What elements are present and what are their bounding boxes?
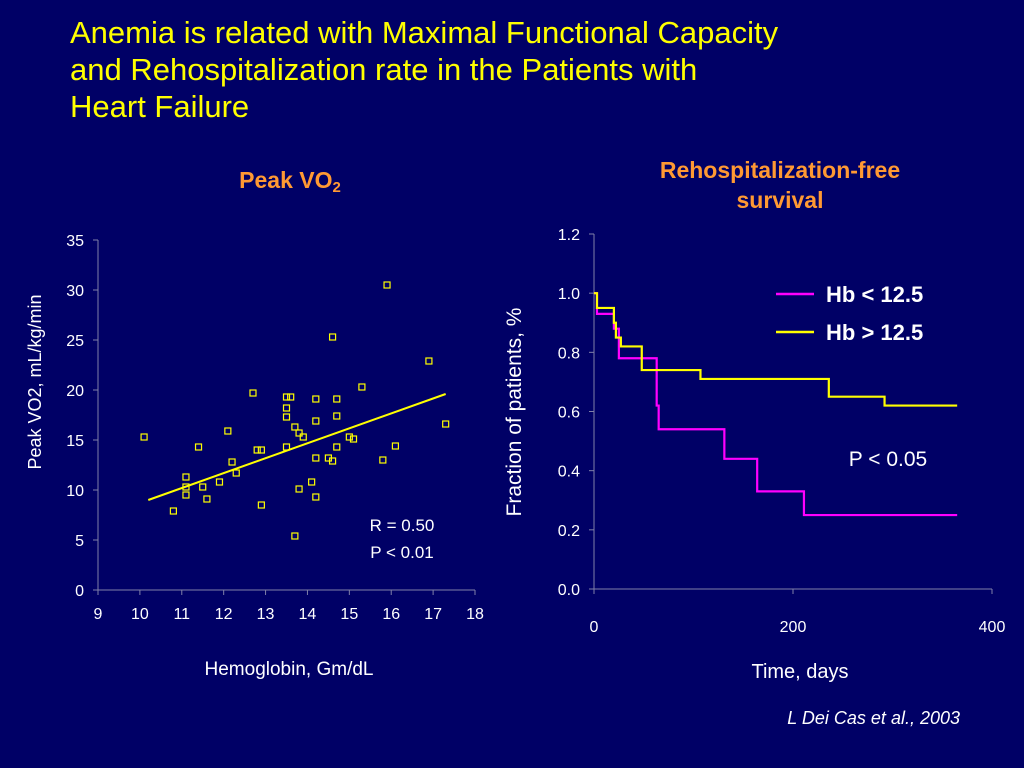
scatter-point bbox=[291, 423, 299, 431]
scatter-point bbox=[358, 383, 366, 391]
scatter-y-tick-label: 0 bbox=[75, 583, 84, 600]
scatter-point bbox=[312, 417, 320, 425]
scatter-point bbox=[295, 429, 303, 437]
scatter-point bbox=[140, 433, 148, 441]
survival-title-line: survival bbox=[736, 187, 824, 213]
slide-title-line: and Rehospitalization rate in the Patien… bbox=[70, 52, 698, 87]
scatter-x-tick-label: 9 bbox=[94, 606, 103, 623]
scatter-point bbox=[253, 446, 261, 454]
scatter-y-tick-label: 25 bbox=[66, 333, 84, 350]
scatter-x-tick-label: 14 bbox=[299, 606, 317, 623]
scatter-x-tick-label: 16 bbox=[382, 606, 400, 623]
scatter-point bbox=[328, 457, 337, 465]
regression-line bbox=[147, 393, 447, 501]
scatter-point bbox=[312, 493, 320, 501]
scatter-point bbox=[215, 478, 224, 486]
scatter-point bbox=[282, 404, 291, 412]
survival-line-high-hb bbox=[594, 292, 958, 407]
survival-line-low-hb bbox=[594, 292, 958, 517]
scatter-title-main: Peak VO bbox=[239, 167, 333, 193]
scatter-point bbox=[257, 446, 265, 454]
scatter-point bbox=[349, 435, 358, 443]
scatter-point bbox=[199, 483, 207, 491]
scatter-point bbox=[295, 485, 303, 493]
legend-label: Hb > 12.5 bbox=[826, 320, 923, 345]
scatter-point bbox=[333, 412, 341, 420]
scatter-y-tick-label: 20 bbox=[66, 383, 84, 400]
scatter-point bbox=[308, 478, 316, 486]
survival-y-tick-label: 0.6 bbox=[558, 405, 580, 422]
scatter-x-tick-label: 12 bbox=[215, 606, 233, 623]
scatter-point bbox=[169, 507, 177, 515]
survival-title: Rehospitalization-free survival bbox=[620, 155, 940, 215]
survival-x-axis-label: Time, days bbox=[751, 661, 848, 683]
scatter-title: Peak VO2 bbox=[190, 165, 390, 203]
scatter-y-tick-label: 35 bbox=[66, 233, 84, 250]
scatter-y-tick-label: 30 bbox=[66, 283, 84, 300]
citation: L Dei Cas et al., 2003 bbox=[787, 708, 960, 728]
survival-annotation-p: P < 0.05 bbox=[849, 448, 927, 471]
scatter-x-tick-label: 17 bbox=[424, 606, 442, 623]
scatter-point bbox=[249, 389, 257, 397]
survival-y-tick-label: 0.0 bbox=[558, 582, 580, 599]
scatter-x-tick-label: 13 bbox=[257, 606, 275, 623]
scatter-point bbox=[182, 473, 190, 481]
scatter-point bbox=[383, 281, 391, 289]
survival-y-tick-label: 0.8 bbox=[558, 345, 580, 362]
slide-title-line: Heart Failure bbox=[70, 89, 250, 124]
scatter-x-tick-label: 10 bbox=[131, 606, 149, 623]
scatter-point bbox=[282, 393, 291, 401]
scatter-annotation-r: R = 0.50 bbox=[370, 516, 435, 535]
scatter-annotation-p: P < 0.01 bbox=[370, 543, 434, 562]
scatter-point bbox=[287, 393, 295, 401]
slide-title-line: Anemia is related with Maximal Functiona… bbox=[70, 15, 779, 50]
survival-y-tick-label: 0.2 bbox=[558, 523, 580, 540]
scatter-y-axis-label: Peak VO2, mL/kg/min bbox=[25, 294, 45, 469]
slide-title: Anemia is related with Maximal Functiona… bbox=[70, 14, 970, 125]
scatter-point bbox=[224, 427, 232, 435]
survival-y-axis-label: Fraction of patients, % bbox=[503, 308, 526, 517]
scatter-point bbox=[182, 491, 190, 499]
survival-y-tick-label: 0.4 bbox=[558, 464, 580, 481]
scatter-y-tick-label: 5 bbox=[75, 533, 84, 550]
scatter-x-tick-label: 11 bbox=[173, 606, 190, 623]
scatter-point bbox=[291, 532, 299, 540]
scatter-x-axis-label: Hemoglobin, Gm/dL bbox=[205, 659, 374, 680]
survival-x-tick-label: 200 bbox=[780, 619, 807, 636]
scatter-point bbox=[257, 501, 265, 509]
scatter-point bbox=[333, 443, 341, 451]
survival-title-line: Rehospitalization-free bbox=[659, 157, 901, 183]
survival-y-tick-label: 1.0 bbox=[558, 286, 580, 303]
scatter-point bbox=[345, 433, 353, 441]
scatter-point bbox=[333, 395, 341, 403]
survival-x-tick-label: 400 bbox=[979, 619, 1006, 636]
legend-label: Hb < 12.5 bbox=[826, 282, 923, 307]
scatter-point bbox=[312, 395, 320, 403]
scatter-point bbox=[312, 454, 320, 462]
scatter-point bbox=[228, 458, 236, 466]
scatter-point bbox=[391, 442, 400, 450]
scatter-point bbox=[299, 433, 307, 441]
scatter-point bbox=[328, 333, 337, 341]
survival-x-tick-label: 0 bbox=[590, 619, 599, 636]
scatter-point bbox=[282, 413, 291, 421]
scatter-x-tick-label: 18 bbox=[466, 606, 484, 623]
scatter-point bbox=[203, 495, 211, 503]
scatter-point bbox=[425, 357, 433, 365]
scatter-point bbox=[194, 443, 203, 451]
scatter-point bbox=[442, 420, 450, 428]
scatter-x-tick-label: 15 bbox=[340, 606, 358, 623]
scatter-title-subscript: 2 bbox=[332, 179, 341, 196]
survival-y-tick-label: 1.2 bbox=[558, 227, 580, 244]
scatter-point bbox=[379, 456, 387, 464]
scatter-point bbox=[232, 469, 240, 477]
scatter-y-tick-label: 10 bbox=[66, 483, 84, 500]
scatter-y-tick-label: 15 bbox=[66, 433, 84, 450]
